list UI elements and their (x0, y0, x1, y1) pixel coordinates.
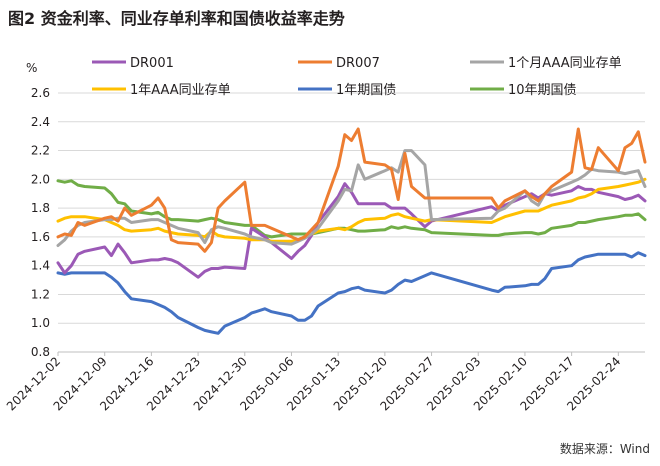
y-tick-label: 0.8 (31, 345, 50, 359)
y-tick-label: 1.8 (31, 201, 50, 215)
legend: DR001 DR007 1个月AAA同业存单 1年AAA同业存单 1年期国债 10年期国债 (92, 56, 622, 98)
series-line-4 (56, 177, 647, 243)
figure-title: 图2 资金利率、同业存单利率和国债收益率走势 (8, 9, 345, 28)
series-line-1 (56, 182, 647, 279)
y-tick-label: 1.0 (31, 316, 50, 330)
legend-label-5: 1年期国债 (336, 83, 396, 98)
series-line-3 (56, 149, 647, 247)
y-tick-label: 2.6 (31, 86, 50, 100)
legend-label-2: DR007 (336, 56, 380, 71)
axes: 0.81.01.21.41.61.82.02.22.42.62024-12-02… (4, 86, 645, 413)
series-line-2 (56, 127, 647, 253)
gridlines (58, 92, 645, 353)
y-tick-label: 1.4 (31, 259, 50, 273)
y-tick-label: 2.2 (31, 144, 50, 158)
y-tick-label: 2.0 (31, 172, 50, 186)
legend-label-1: DR001 (130, 56, 174, 71)
legend-label-3: 1个月AAA同业存单 (508, 56, 622, 71)
y-tick-label: 1.6 (31, 230, 50, 244)
y-tick-label: 2.4 (31, 115, 50, 129)
y-axis-unit-label: % (26, 61, 37, 75)
legend-label-6: 10年期国债 (508, 83, 577, 98)
y-tick-label: 1.2 (31, 287, 50, 301)
series-line-5 (56, 251, 647, 335)
source-note: 数据来源：Wind (559, 442, 650, 456)
legend-label-4: 1年AAA同业存单 (130, 83, 231, 98)
series-lines (56, 127, 647, 335)
